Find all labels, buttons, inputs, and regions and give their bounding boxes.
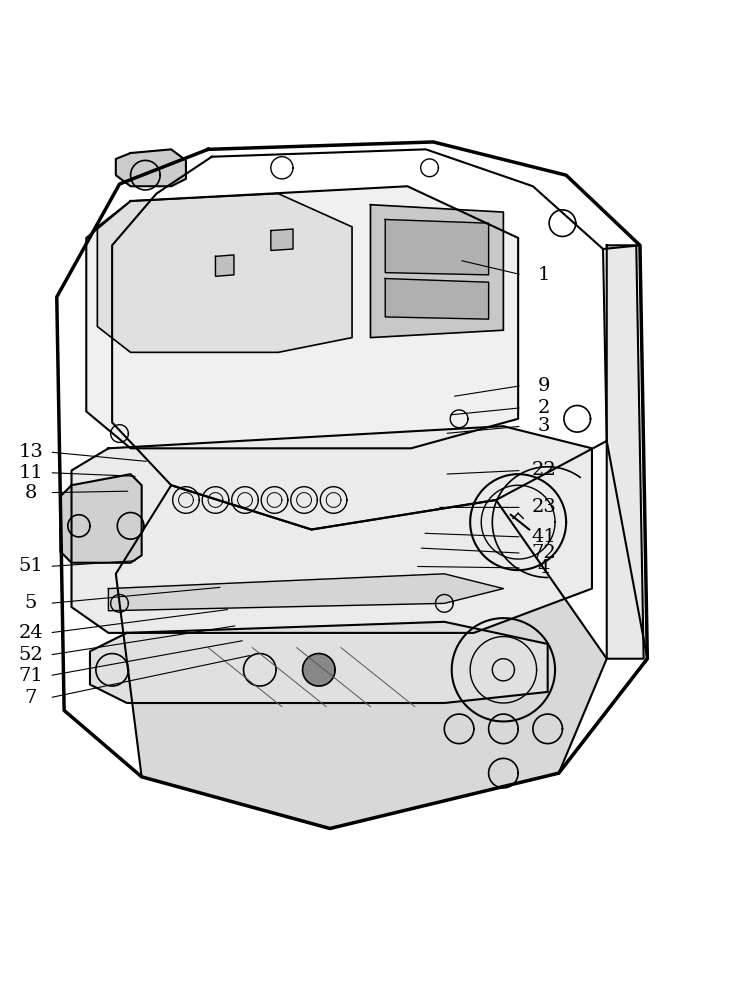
Polygon shape — [97, 194, 352, 352]
Polygon shape — [385, 279, 488, 319]
Polygon shape — [607, 245, 644, 659]
Text: 24: 24 — [19, 624, 43, 642]
Text: 22: 22 — [531, 461, 556, 479]
Text: 2: 2 — [538, 399, 550, 417]
Polygon shape — [116, 149, 186, 186]
Text: 52: 52 — [19, 646, 43, 664]
Text: 71: 71 — [19, 667, 43, 685]
Text: 41: 41 — [531, 528, 556, 546]
Polygon shape — [86, 186, 518, 448]
Polygon shape — [61, 474, 142, 563]
Text: 51: 51 — [19, 557, 43, 575]
Text: 23: 23 — [531, 498, 556, 516]
Text: 5: 5 — [24, 594, 37, 612]
Polygon shape — [385, 219, 488, 275]
Text: 11: 11 — [19, 464, 43, 482]
Polygon shape — [116, 485, 607, 829]
Text: 1: 1 — [538, 266, 550, 284]
Text: 4: 4 — [538, 559, 550, 577]
Text: 9: 9 — [538, 377, 551, 395]
Text: 72: 72 — [531, 544, 556, 562]
Text: 8: 8 — [24, 484, 37, 502]
Polygon shape — [302, 654, 335, 686]
Polygon shape — [370, 205, 503, 338]
Polygon shape — [108, 574, 503, 611]
Text: 13: 13 — [19, 443, 44, 461]
Polygon shape — [271, 229, 293, 250]
Polygon shape — [72, 426, 592, 633]
Polygon shape — [90, 622, 548, 703]
Text: 3: 3 — [538, 417, 551, 435]
Text: 7: 7 — [24, 689, 37, 707]
Polygon shape — [216, 255, 234, 276]
